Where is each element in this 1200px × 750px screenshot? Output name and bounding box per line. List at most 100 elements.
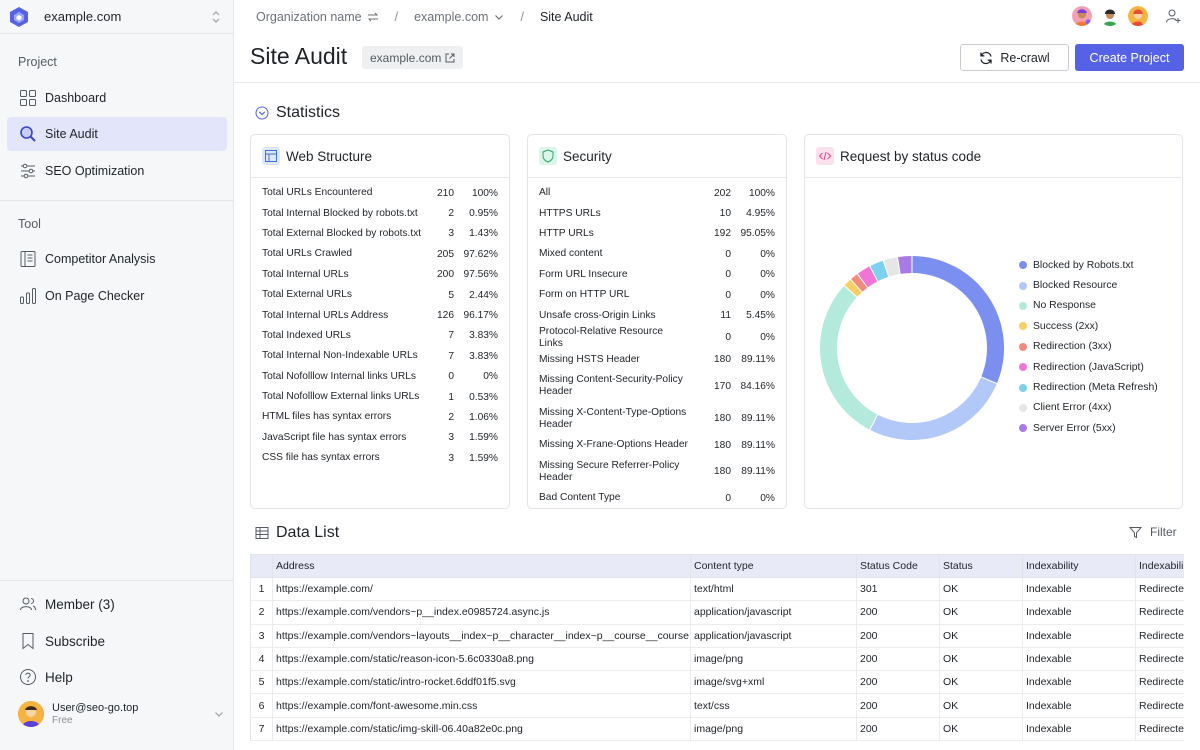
sidebar-item-member[interactable]: Member (3) [7, 587, 227, 621]
breadcrumb-separator: / [394, 10, 399, 24]
sidebar-item-label: Subscribe [45, 633, 106, 649]
stat-label: Bad Content Type [539, 492, 621, 504]
sidebar-item-dashboard[interactable]: Dashboard [7, 81, 227, 115]
app-logo-icon [10, 6, 28, 27]
legend-label: Redirection (JavaScript) [1033, 361, 1144, 373]
legend-item[interactable]: Redirection (3xx) [1019, 337, 1158, 357]
breadcrumb-separator: / [520, 10, 524, 24]
donut-slice[interactable] [912, 256, 1004, 384]
legend-swatch [1019, 383, 1027, 392]
table-column-header[interactable]: Status Code [856, 554, 940, 578]
table-row[interactable]: 5 https://example.com/static/intro-rocket… [250, 670, 1184, 695]
avatar[interactable] [1128, 6, 1148, 26]
stat-row: Total Internal URLs Address 126 96.17% [251, 305, 509, 325]
donut-slice[interactable] [820, 285, 878, 430]
breadcrumb-site[interactable]: example.com [414, 10, 489, 24]
domain-link[interactable]: example.com [362, 46, 464, 69]
stat-row: Total Nofolllow Internal links URLs 0 0% [251, 367, 509, 387]
table-row[interactable]: 1 https://example.com/text/html 301 OK Index… [250, 577, 1184, 602]
avatar[interactable] [1100, 6, 1120, 26]
legend-item[interactable]: Redirection (Meta Refresh) [1019, 377, 1158, 397]
donut-slice[interactable] [870, 377, 997, 440]
legend-swatch [1019, 301, 1027, 310]
sidebar-item-label: Member (3) [45, 596, 115, 612]
stat-count: 1 [448, 391, 454, 403]
table-row[interactable]: 4 https://example.com/static/reason-icon-… [250, 647, 1184, 672]
workspace-switcher[interactable]: example.com [0, 0, 233, 34]
table-cell: 200 [856, 647, 940, 672]
stat-percent: 0% [760, 492, 775, 504]
list-icon [20, 251, 36, 267]
stat-percent: 5.45% [746, 310, 775, 322]
table-cell: OK [939, 693, 1023, 718]
stat-row: Missing X-Content-Type-Options Header 180… [528, 403, 786, 436]
bar-chart-icon [20, 288, 36, 304]
sidebar-item-label: Site Audit [45, 127, 98, 141]
legend-item[interactable]: Blocked Resource [1019, 275, 1158, 295]
swap-icon[interactable] [367, 11, 379, 23]
table-column-header[interactable]: Indexability [1022, 554, 1136, 578]
legend-item[interactable]: No Response [1019, 296, 1158, 316]
user-plan: Free [52, 715, 73, 726]
sidebar-item-subscribe[interactable]: Subscribe [7, 624, 227, 658]
legend-item[interactable]: Success (2xx) [1019, 316, 1158, 336]
stat-row: Unsafe cross-Origin Links 11 5.45% [528, 305, 786, 325]
search-icon [20, 126, 36, 142]
legend-item[interactable]: Client Error (4xx) [1019, 398, 1158, 418]
table-column-header[interactable]: Content type [690, 554, 857, 578]
table-row[interactable]: 7 https://example.com/static/img-skill-06… [250, 717, 1184, 742]
stat-count: 180 [714, 354, 731, 366]
data-table-container: Address Content type Status Code Status Inde… [250, 554, 1184, 750]
add-user-icon[interactable] [1164, 7, 1182, 25]
statistics-header[interactable]: Statistics [255, 104, 340, 122]
stat-label: JavaScript file has syntax errors [262, 431, 407, 443]
donut-slice[interactable] [857, 266, 878, 288]
stat-percent: 1.59% [469, 432, 498, 444]
stat-label: Missing HSTS Header [539, 353, 640, 365]
table-column-header[interactable] [250, 554, 273, 578]
stat-percent: 0.95% [469, 208, 498, 220]
stat-label: Total Indexed URLs [262, 329, 351, 341]
sidebar-item-on-page-checker[interactable]: On Page Checker [7, 279, 227, 313]
card-title: Request by status code [840, 148, 982, 164]
table-row[interactable]: 2 https://example.com/vendors~p__index.e0… [250, 600, 1184, 625]
table-cell: OK [939, 577, 1023, 602]
table-row[interactable]: 3 https://example.com/vendors~layouts__in… [250, 624, 1184, 648]
donut-slice[interactable] [898, 256, 912, 274]
legend-item[interactable]: Blocked by Robots.txt [1019, 255, 1158, 275]
stat-row: Form on HTTP URL 0 0% [528, 285, 786, 305]
stat-label: Protocol-Relative Resource Links [539, 325, 664, 349]
donut-slice[interactable] [844, 279, 862, 297]
donut-slice[interactable] [883, 257, 900, 277]
stat-percent: 3.83% [469, 350, 498, 362]
legend-item[interactable]: Redirection (JavaScript) [1019, 357, 1158, 377]
stat-row: Protocol-Relative Resource Links 0 0% [528, 326, 786, 350]
avatar[interactable] [1072, 6, 1092, 26]
create-project-button[interactable]: Create Project [1075, 44, 1184, 71]
recrawl-button[interactable]: Re-crawl [960, 44, 1069, 71]
stat-label: Unsafe cross-Origin Links [539, 309, 656, 321]
sidebar-item-competitor-analysis[interactable]: Competitor Analysis [7, 242, 227, 276]
table-column-header[interactable]: Indexabili [1135, 554, 1184, 578]
table-cell: Indexable [1022, 693, 1136, 718]
user-menu[interactable]: User@seo-go.top Free [18, 701, 224, 727]
table-cell: Redirecte [1135, 577, 1184, 602]
sidebar-item-site-audit[interactable]: Site Audit [7, 117, 227, 151]
stat-count: 180 [714, 413, 731, 425]
table-column-header[interactable]: Address [272, 554, 691, 578]
stat-row: Total Internal Blocked by robots.txt 2 0.9… [251, 203, 509, 223]
sidebar-item-seo-optimization[interactable]: SEO Optimization [7, 154, 227, 188]
stat-count: 180 [714, 466, 731, 478]
table-column-header[interactable]: Status [939, 554, 1023, 578]
donut-slice[interactable] [851, 274, 868, 292]
legend-item[interactable]: Server Error (5xx) [1019, 418, 1158, 438]
stat-count: 210 [437, 187, 454, 199]
chevron-down-icon[interactable] [494, 12, 504, 22]
donut-slice[interactable] [870, 260, 889, 282]
table-row[interactable]: 6 https://example.com/font-awesome.min.cs… [250, 693, 1184, 718]
filter-button[interactable]: Filter [1129, 525, 1177, 539]
stat-percent: 0% [483, 371, 498, 383]
breadcrumb-organization[interactable]: Organization name [256, 10, 362, 24]
table-cell: Indexable [1022, 670, 1136, 695]
sidebar-item-help[interactable]: Help [7, 660, 227, 694]
